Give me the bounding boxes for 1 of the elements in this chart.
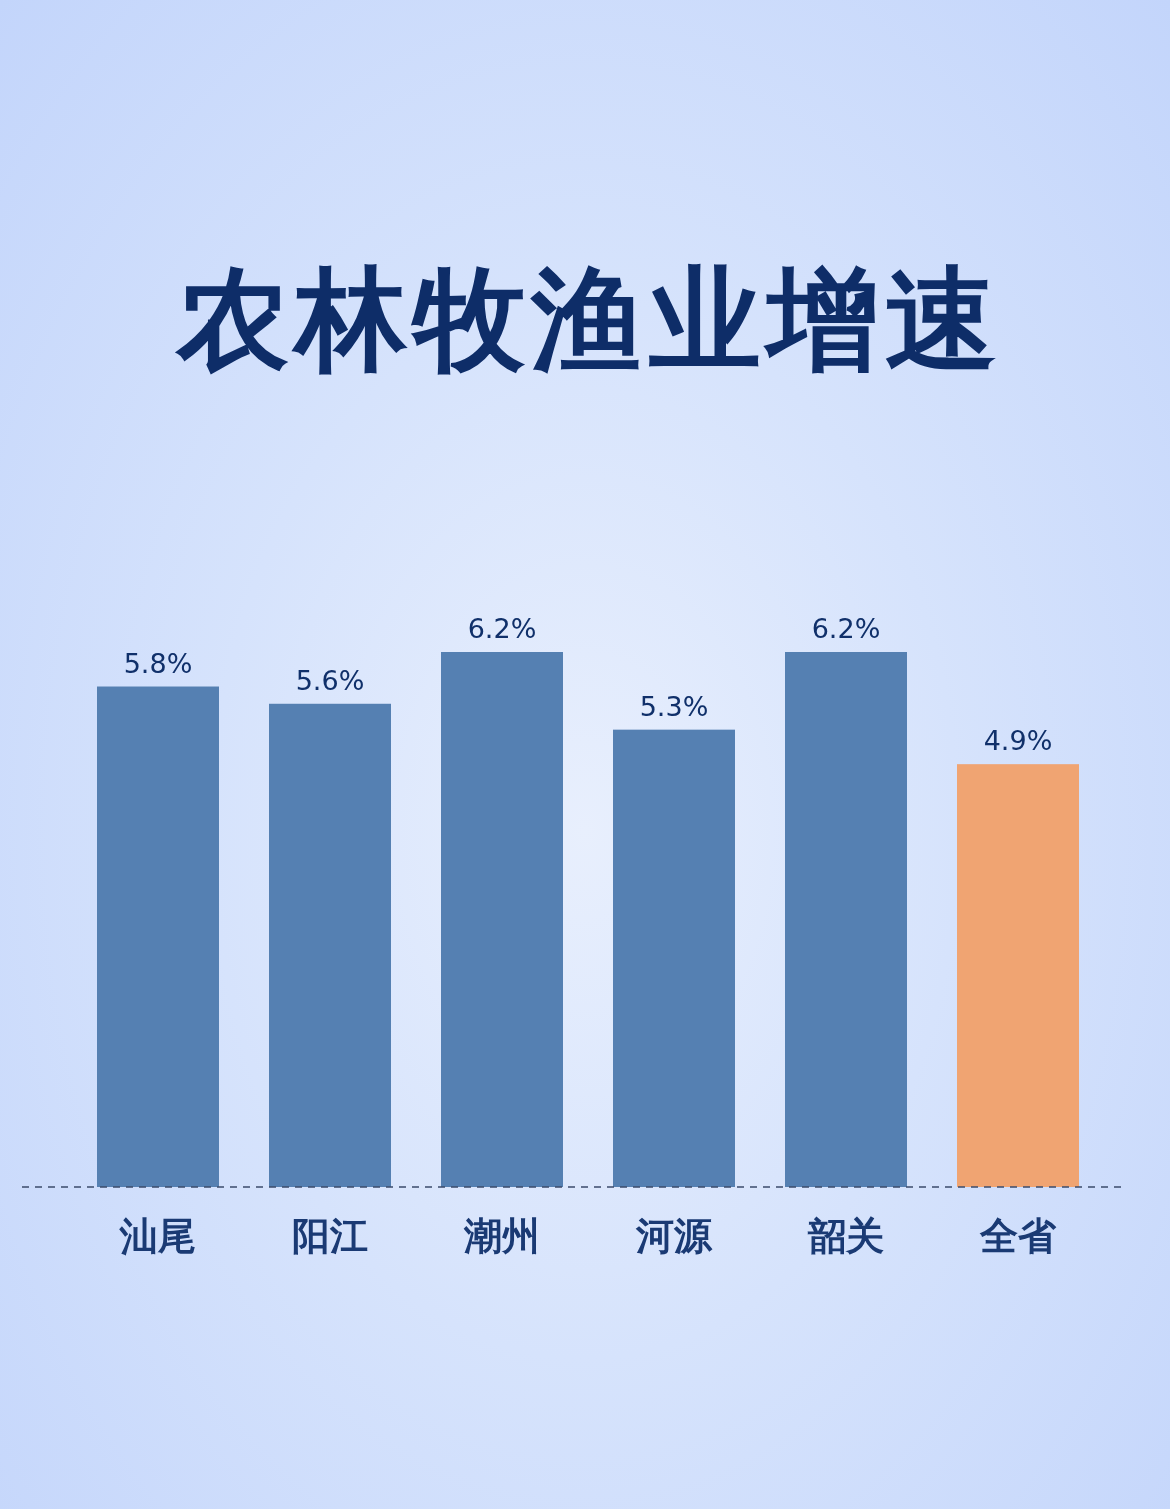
- title: 农林牧渔业增速: [177, 254, 1003, 384]
